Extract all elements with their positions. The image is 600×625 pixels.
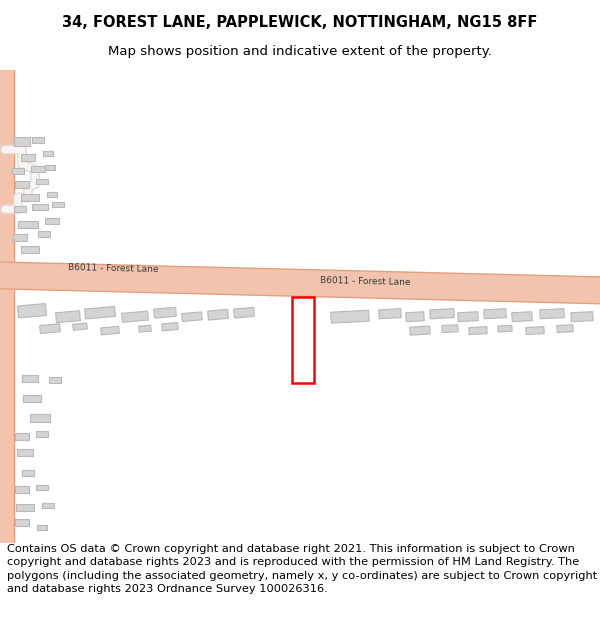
- Bar: [430, 309, 454, 319]
- Bar: [15, 181, 29, 188]
- Bar: [122, 311, 148, 322]
- Bar: [540, 309, 564, 319]
- Bar: [73, 323, 87, 330]
- Bar: [22, 470, 34, 476]
- Bar: [52, 202, 64, 207]
- Bar: [21, 194, 39, 201]
- Bar: [442, 325, 458, 332]
- Bar: [85, 306, 115, 319]
- Bar: [43, 151, 53, 156]
- Bar: [45, 165, 55, 170]
- Bar: [38, 231, 50, 237]
- Bar: [292, 297, 314, 383]
- Bar: [406, 312, 424, 322]
- Bar: [15, 486, 29, 493]
- Bar: [32, 204, 48, 210]
- Text: Contains OS data © Crown copyright and database right 2021. This information is : Contains OS data © Crown copyright and d…: [7, 544, 598, 594]
- Bar: [458, 312, 478, 322]
- Bar: [571, 312, 593, 322]
- Bar: [17, 304, 46, 318]
- Polygon shape: [0, 70, 14, 542]
- Bar: [45, 218, 59, 224]
- Text: B6011 - Forest Lane: B6011 - Forest Lane: [320, 276, 410, 288]
- Text: B6011 - Forest Lane: B6011 - Forest Lane: [68, 263, 158, 274]
- Bar: [15, 519, 29, 526]
- Bar: [512, 312, 532, 322]
- Bar: [16, 504, 34, 511]
- Bar: [208, 309, 229, 320]
- Bar: [56, 311, 80, 322]
- Bar: [37, 525, 47, 530]
- Bar: [526, 327, 544, 334]
- Bar: [23, 395, 41, 402]
- Bar: [154, 308, 176, 318]
- Bar: [36, 179, 48, 184]
- Bar: [49, 378, 61, 383]
- Bar: [498, 325, 512, 332]
- Bar: [40, 324, 61, 334]
- Bar: [469, 327, 487, 334]
- Bar: [47, 192, 57, 197]
- Bar: [13, 234, 27, 241]
- Bar: [32, 137, 44, 142]
- Bar: [331, 310, 369, 323]
- Text: Map shows position and indicative extent of the property.: Map shows position and indicative extent…: [108, 45, 492, 58]
- Bar: [14, 206, 26, 212]
- Bar: [139, 325, 151, 332]
- Bar: [30, 414, 50, 422]
- Bar: [15, 432, 29, 439]
- Polygon shape: [0, 262, 600, 304]
- Bar: [484, 309, 506, 319]
- Bar: [42, 503, 54, 508]
- Bar: [22, 375, 38, 382]
- Bar: [162, 322, 178, 331]
- Bar: [557, 325, 573, 332]
- Bar: [21, 246, 39, 252]
- Bar: [379, 309, 401, 319]
- Bar: [12, 169, 24, 174]
- Bar: [14, 137, 30, 146]
- Bar: [36, 431, 48, 437]
- Bar: [18, 221, 38, 228]
- Bar: [36, 485, 48, 490]
- Text: 34, FOREST LANE, PAPPLEWICK, NOTTINGHAM, NG15 8FF: 34, FOREST LANE, PAPPLEWICK, NOTTINGHAM,…: [62, 15, 538, 30]
- Bar: [31, 166, 45, 172]
- Bar: [182, 312, 202, 321]
- Bar: [410, 326, 430, 335]
- Bar: [101, 326, 119, 335]
- Bar: [233, 308, 254, 318]
- Bar: [17, 449, 33, 456]
- Bar: [21, 154, 35, 161]
